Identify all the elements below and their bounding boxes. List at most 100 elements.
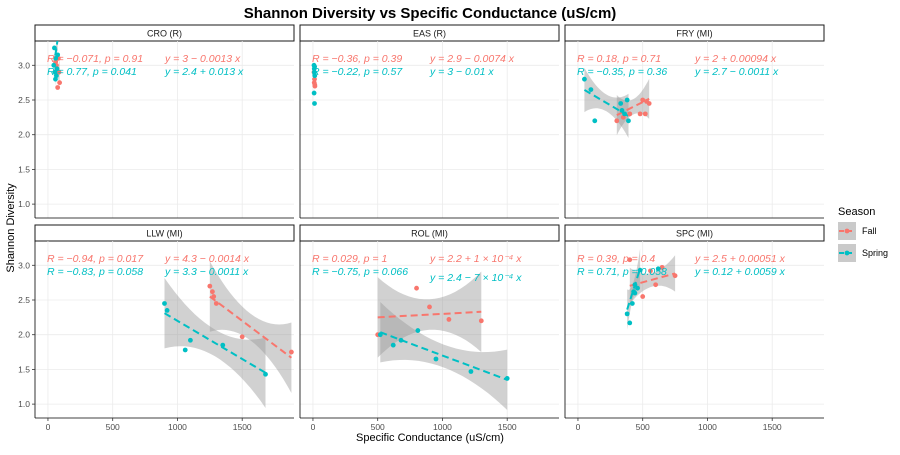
spring-data-point — [311, 69, 317, 75]
spring-data-point — [162, 301, 167, 306]
spring-data-point — [312, 73, 318, 79]
panel-content — [51, 41, 63, 90]
fall-data-point — [312, 76, 317, 82]
fall-data-point — [648, 268, 653, 274]
spring-correlation-label: R = −0.75, p = 0.066 — [312, 266, 408, 278]
y-tick-label: 2.0 — [18, 330, 30, 340]
fall-correlation-label: R = 0.39, p = 0.4 — [577, 253, 655, 265]
spring-fit-line — [163, 312, 267, 374]
fall-data-point — [207, 283, 213, 289]
spring-data-point — [182, 347, 188, 353]
spring-data-point — [619, 108, 625, 113]
legend-key-point — [844, 250, 850, 256]
legend-key-point — [844, 228, 850, 234]
x-tick-label: 1000 — [433, 422, 452, 432]
fall-fit-line — [209, 295, 293, 359]
fall-fit-line — [377, 310, 482, 319]
spring-correlation-label: R = −0.22, p = 0.57 — [312, 66, 403, 78]
fall-data-point — [478, 318, 484, 324]
facet-panel: ROL (MI) 0 500 1000 1500 R = 0.029, p = 1R = … — [299, 224, 560, 432]
spring-data-point — [52, 45, 57, 51]
spring-equation-label: y = 0.12 + 0.0059 x — [694, 266, 786, 278]
x-tick-label: 0 — [46, 422, 51, 432]
y-tick-label: 1.0 — [18, 399, 30, 409]
spring-data-point — [624, 311, 630, 317]
spring-data-point — [592, 118, 598, 124]
fall-data-point — [210, 289, 215, 295]
x-tick-label: 1000 — [698, 422, 717, 432]
spring-data-point — [588, 87, 594, 92]
spring-data-point — [164, 308, 170, 313]
fall-data-point — [637, 111, 643, 117]
y-tick-label: 1.5 — [18, 164, 30, 174]
fall-data-point — [414, 285, 419, 291]
spring-data-point — [390, 342, 396, 348]
spring-equation-label: y = 3.3 − 0.0011 x — [164, 266, 249, 278]
facet-strip — [34, 24, 295, 42]
facet-strip-label: SPC (MI) — [676, 229, 713, 239]
spring-fit-line — [626, 268, 642, 310]
spring-equation-label: y = 2.4 + 0.013 x — [164, 66, 244, 78]
fall-data-point — [289, 349, 294, 355]
spring-correlation-label: R = −0.35, p = 0.36 — [577, 66, 667, 78]
spring-data-point — [626, 118, 631, 124]
y-tick-label: 1.5 — [18, 364, 30, 374]
spring-data-point — [468, 369, 474, 374]
facet-panel: CRO (R) 1.0 1.5 2.0 2.5 3.0 R = −0.071, p = 0.… — [18, 24, 295, 219]
spring-data-point — [632, 282, 638, 288]
panel-content — [624, 248, 678, 330]
fall-data-point — [211, 294, 217, 299]
fall-correlation-label: R = −0.36, p = 0.39 — [312, 53, 402, 65]
spring-data-point — [220, 342, 226, 348]
y-tick-label: 1.0 — [18, 199, 30, 209]
facet-strip-label: FRY (MI) — [676, 29, 712, 39]
spring-correlation-label: R = 0.71, p = 0.058 — [577, 266, 667, 278]
spring-data-point — [53, 76, 58, 82]
x-tick-label: 500 — [371, 422, 385, 432]
x-tick-label: 500 — [106, 422, 120, 432]
facet-panel: LLW (MI) 1.0 1.5 2.0 2.5 3.0 0 500 1000 1500 R = −… — [18, 224, 295, 432]
chart-title: Shannon Diversity vs Specific Conductanc… — [244, 5, 617, 22]
fall-data-point — [312, 82, 318, 88]
x-tick-label: 1500 — [763, 422, 782, 432]
fall-data-point — [57, 80, 63, 86]
x-tick-label: 500 — [636, 422, 650, 432]
spring-correlation-label: R = 0.77, p = 0.041 — [47, 66, 137, 78]
legend-title: Season — [838, 206, 875, 218]
spring-data-point — [263, 371, 268, 377]
fall-data-point — [627, 257, 633, 263]
x-axis-title: Specific Conductance (uS/cm) — [356, 432, 504, 444]
fall-data-point — [446, 317, 452, 322]
facet-strip — [299, 24, 560, 42]
spring-data-point — [377, 332, 383, 338]
fall-data-point — [644, 98, 649, 104]
spring-data-point — [188, 337, 193, 343]
facet-strip — [299, 224, 560, 242]
facet-strip — [564, 24, 825, 42]
spring-data-point — [433, 356, 439, 362]
y-tick-label: 2.5 — [18, 295, 30, 305]
x-tick-label: 1500 — [233, 422, 252, 432]
y-axis-title: Shannon Diversity — [5, 183, 17, 273]
y-tick-label: 3.0 — [18, 260, 30, 270]
spring-equation-label: y = 2.7 − 0.0011 x — [694, 66, 779, 78]
fall-data-point — [659, 264, 665, 270]
legend: Season Fall Spring — [838, 206, 888, 262]
spring-data-point — [311, 90, 317, 96]
x-tick-label: 0 — [576, 422, 581, 432]
fall-equation-label: y = 2.9 − 0.0074 x — [429, 53, 515, 65]
fall-data-point — [614, 118, 620, 124]
spring-data-point — [504, 376, 510, 381]
fall-data-point — [640, 294, 646, 299]
fall-confidence-band — [616, 78, 650, 136]
x-tick-label: 0 — [311, 422, 316, 432]
spring-data-point — [54, 66, 60, 72]
fall-correlation-label: R = −0.071, p = 0.91 — [47, 53, 143, 65]
fall-data-point — [672, 273, 678, 279]
spring-data-point — [637, 267, 643, 273]
fall-equation-label: y = 3 − 0.0013 x — [164, 53, 241, 65]
fall-data-point — [653, 282, 659, 288]
y-tick-label: 2.5 — [18, 95, 30, 105]
fall-data-point — [213, 301, 219, 306]
